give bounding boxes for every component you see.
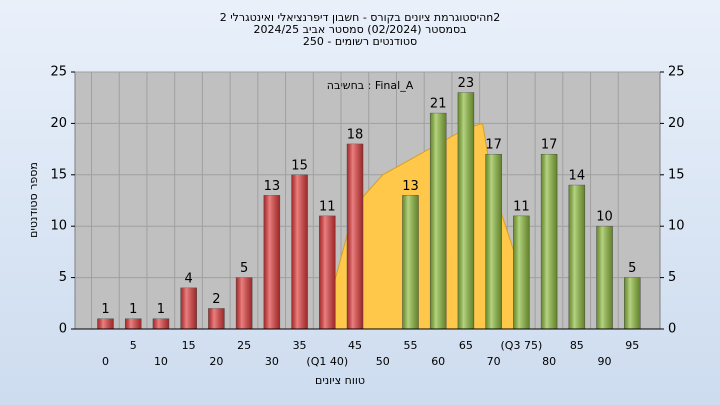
bar-shade (402, 195, 419, 329)
bar-shade (485, 154, 502, 329)
data-label: 10 (596, 210, 613, 225)
x-tick-label: 95 (625, 339, 639, 352)
y2-tick-label: 20 (668, 116, 685, 131)
x-axis-label: טווח ציונים (315, 374, 365, 387)
y2-tick-label: 0 (668, 322, 676, 337)
data-label: 5 (240, 261, 248, 276)
x-tick-label: 60 (431, 355, 445, 368)
bar-shade (97, 318, 114, 329)
data-label: 21 (430, 97, 447, 112)
bar-shade (236, 277, 253, 329)
y-tick-label: 20 (50, 116, 67, 131)
data-label: 5 (628, 261, 636, 276)
x-tick-label: 10 (154, 355, 168, 368)
data-label: 11 (513, 199, 530, 214)
bar-shade (541, 154, 558, 329)
y-tick-label: 5 (59, 270, 67, 285)
y-axis-label: מספר סטודנטים (27, 162, 40, 238)
x-tick-label: 20 (209, 355, 223, 368)
data-label: 17 (485, 138, 502, 153)
bar-shade (291, 174, 308, 329)
bar-shade (319, 215, 336, 329)
data-label: 17 (541, 138, 558, 153)
y-tick-label: 10 (50, 219, 67, 234)
x-tick-label: 0 (102, 355, 109, 368)
x-tick-label: (Q1 40) (306, 355, 348, 368)
data-label: 1 (129, 302, 137, 317)
annotation: בחשיבה : Final_A (327, 79, 414, 92)
bar-shade (347, 143, 364, 329)
data-label: 15 (291, 158, 308, 173)
data-label: 1 (157, 302, 165, 317)
x-tick-label: 70 (487, 355, 501, 368)
title-line: בסמסטר (02/2024) סמסטר אביב 2024/25 (253, 23, 466, 36)
title-line: 250 - סטודנטים רשומים (303, 35, 417, 48)
data-label: 13 (402, 179, 419, 194)
x-tick-label: 50 (376, 355, 390, 368)
bar-shade (125, 318, 142, 329)
x-tick-label: 80 (542, 355, 556, 368)
x-tick-label: 15 (182, 339, 196, 352)
bar-shade (596, 226, 613, 329)
y-tick-label: 25 (50, 65, 67, 80)
data-label: 13 (264, 179, 281, 194)
bar-shade (152, 318, 169, 329)
x-tick-label: 45 (348, 339, 362, 352)
y2-tick-label: 25 (668, 65, 685, 80)
data-label: 2 (212, 292, 220, 307)
bar-shade (457, 92, 474, 329)
bar-shade (180, 287, 197, 329)
x-tick-label: 55 (403, 339, 417, 352)
bar-shade (624, 277, 641, 329)
bar-shade (263, 195, 280, 329)
title-line: היסטוגרמת ציונים בקורס - חשבון דיפרנציאל… (220, 11, 501, 24)
y-tick-label: 0 (59, 322, 67, 337)
y2-tick-label: 15 (668, 167, 685, 182)
bar-shade (208, 308, 225, 329)
data-label: 11 (319, 199, 336, 214)
x-tick-label: 30 (265, 355, 279, 368)
y2-tick-label: 10 (668, 219, 685, 234)
x-tick-label: 5 (130, 339, 137, 352)
data-label: 23 (458, 76, 475, 91)
bar-shade (513, 215, 530, 329)
y-tick-label: 15 (50, 167, 67, 182)
data-label: 18 (347, 127, 364, 142)
bar-shade (430, 113, 447, 330)
x-tick-label: 35 (293, 339, 307, 352)
x-tick-label: 25 (237, 339, 251, 352)
x-tick-label: 90 (598, 355, 612, 368)
x-tick-label: 85 (570, 339, 584, 352)
x-tick-label: 65 (459, 339, 473, 352)
bar-shade (568, 185, 585, 329)
data-label: 14 (569, 169, 586, 184)
x-tick-label: (Q3 75) (501, 339, 543, 352)
y2-tick-label: 5 (668, 270, 676, 285)
data-label: 1 (101, 302, 109, 317)
data-label: 4 (185, 271, 193, 286)
